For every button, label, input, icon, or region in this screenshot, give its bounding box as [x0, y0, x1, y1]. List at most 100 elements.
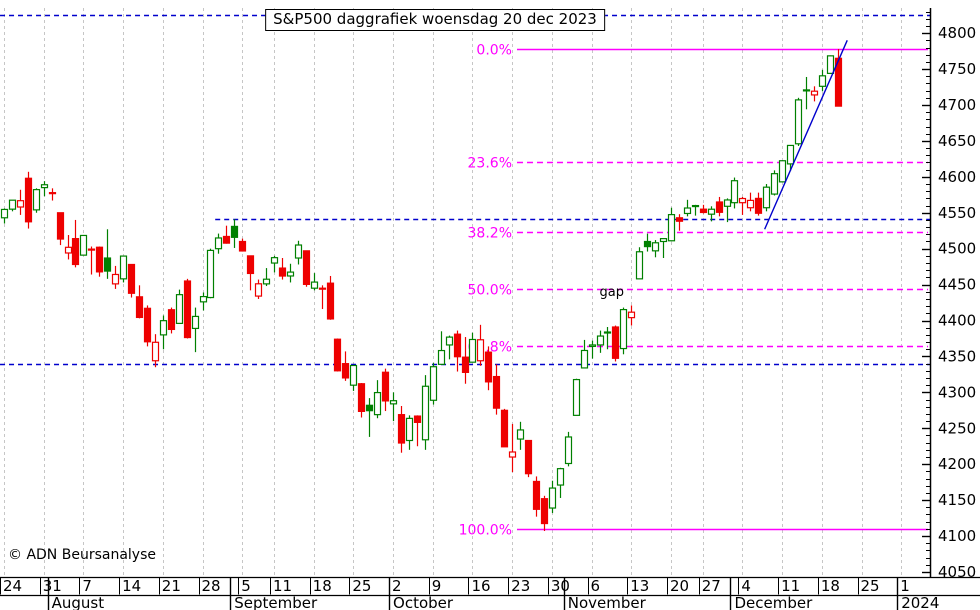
candle-dec-6 — [754, 192, 763, 216]
candle-body — [79, 234, 88, 256]
candle-oct-19 — [492, 364, 501, 415]
candle-body — [556, 468, 565, 486]
candle-body — [476, 339, 485, 362]
candle-body — [238, 240, 247, 252]
candle-oct-13 — [461, 337, 470, 384]
candle-body — [437, 349, 446, 365]
candle-body — [48, 192, 57, 195]
candle-body — [254, 283, 263, 297]
candle-aug-2 — [56, 212, 65, 246]
candle-body — [135, 296, 144, 319]
candle-aug-15 — [127, 263, 136, 298]
candle-sep-12 — [278, 258, 287, 280]
week-label-20: 20 — [670, 577, 689, 595]
candle-body — [421, 385, 430, 441]
candle-dec-20 — [834, 48, 843, 107]
candle-body — [603, 331, 612, 334]
candle-body — [365, 404, 374, 412]
fib-label-38.2%: 38.2% — [468, 226, 512, 242]
y-tick-label-4750: 4750 — [938, 60, 976, 78]
candle-oct-16 — [468, 332, 477, 363]
candle-nov-16 — [651, 240, 660, 258]
candle-dec-18 — [818, 69, 827, 92]
candle-oct-24 — [516, 421, 525, 450]
candle-oct-23 — [508, 423, 517, 473]
week-label-18: 18 — [821, 577, 840, 595]
candle-nov-30 — [723, 198, 732, 223]
candle-body — [294, 244, 303, 259]
x-axis: 24 31 7 14 21 28 5 11 18 25 2 9 16 23 30 6 13 20 27 4 11 18 25… — [0, 576, 980, 610]
candle-body — [191, 315, 200, 330]
y-tick-label-4150: 4150 — [938, 491, 976, 509]
candle-nov-22 — [683, 199, 692, 217]
candle-body — [8, 199, 17, 210]
week-label-23: 23 — [511, 577, 530, 595]
candle-body — [635, 251, 644, 280]
y-tick-label-4100: 4100 — [938, 527, 976, 545]
candle-aug-8 — [87, 246, 96, 275]
candle-body — [627, 311, 636, 319]
candle-sep-15 — [302, 250, 311, 287]
candle-body — [175, 294, 184, 324]
candle-body — [71, 238, 80, 266]
candle-nov-24 — [691, 204, 700, 216]
candle-sep-5 — [238, 238, 247, 252]
candle-body — [468, 338, 477, 363]
candle-aug-23 — [175, 289, 184, 324]
candle-aug-24 — [183, 278, 192, 339]
week-label-9: 9 — [432, 577, 442, 595]
candle-body — [707, 208, 716, 215]
candle-dec-5 — [746, 192, 755, 212]
month-label-August: August — [52, 594, 105, 610]
month-label-November: November — [568, 594, 647, 610]
candle-body — [691, 204, 700, 208]
candle-body — [103, 257, 112, 272]
candle-nov-15 — [643, 233, 652, 252]
candle-oct-18 — [484, 346, 493, 391]
week-label-11: 11 — [781, 577, 800, 595]
candle-body — [405, 417, 414, 442]
candle-body — [778, 160, 787, 183]
candle-body — [286, 271, 295, 277]
candle-sep-13 — [286, 263, 295, 283]
candle-body — [119, 255, 128, 280]
candle-body — [333, 338, 342, 372]
candle-body — [508, 451, 517, 458]
candle-oct-9 — [429, 362, 438, 405]
candle-body — [278, 267, 287, 277]
y-tick-label-4700: 4700 — [938, 96, 976, 114]
candle-jul-28 — [32, 188, 41, 213]
candle-oct-30 — [548, 480, 557, 514]
candle-aug-17 — [143, 305, 152, 347]
candle-nov-17 — [659, 238, 668, 259]
candle-oct-4 — [405, 415, 414, 450]
candle-body — [651, 242, 660, 252]
candle-oct-31 — [556, 467, 565, 498]
week-label-25: 25 — [861, 577, 880, 595]
candle-nov-9 — [611, 325, 620, 362]
week-label-7: 7 — [82, 577, 92, 595]
candle-body — [754, 197, 763, 214]
week-label-18: 18 — [313, 577, 332, 595]
candle-body — [341, 363, 350, 379]
y-tick-label-4350: 4350 — [938, 347, 976, 365]
candle-body — [611, 326, 620, 359]
candle-dec-12 — [786, 144, 795, 172]
candle-body — [643, 240, 652, 248]
week-label-4: 4 — [741, 577, 751, 595]
week-label-5: 5 — [241, 577, 251, 595]
candle-body — [445, 336, 454, 346]
candle-body — [95, 246, 104, 273]
candle-body — [151, 341, 160, 362]
week-label-27: 27 — [702, 577, 721, 595]
week-label-13: 13 — [630, 577, 649, 595]
candle-nov-20 — [667, 207, 676, 242]
week-label-2: 2 — [392, 577, 402, 595]
week-label-6: 6 — [591, 577, 601, 595]
candles-layer — [0, 48, 843, 532]
candle-body — [222, 235, 231, 244]
candle-jul-25 — [8, 199, 17, 212]
week-label-24: 24 — [3, 577, 22, 595]
week-label-30: 30 — [551, 577, 570, 595]
